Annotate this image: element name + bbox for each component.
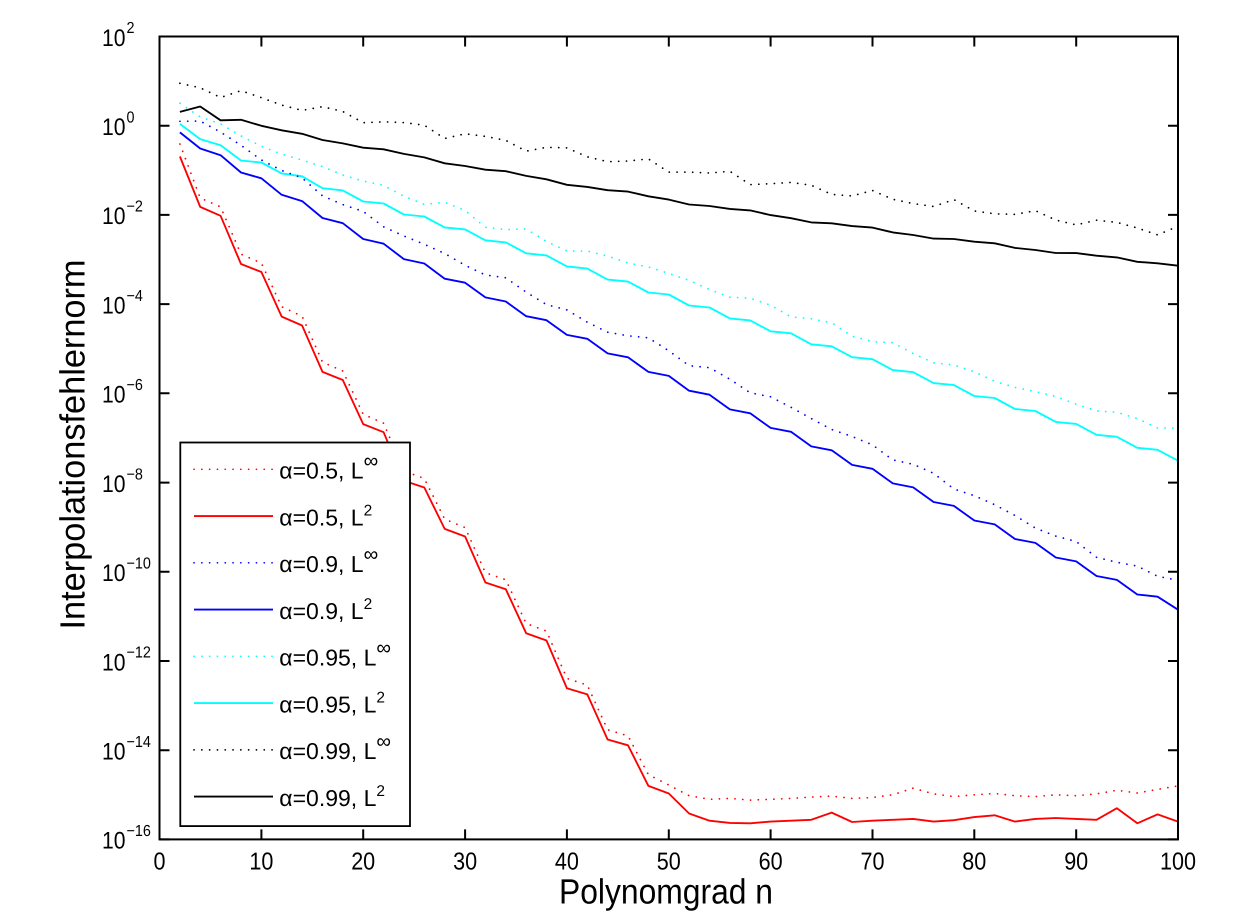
svg-text:Interpolationsfehlernorm: Interpolationsfehlernorm	[54, 260, 93, 630]
svg-text:α=0.5, L2: α=0.5, L2	[279, 502, 372, 530]
svg-text:α=0.99, L2: α=0.99, L2	[279, 783, 385, 811]
svg-text:10: 10	[249, 849, 273, 876]
svg-text:20: 20	[351, 849, 375, 876]
svg-text:−4: −4	[127, 288, 143, 305]
svg-text:−10: −10	[127, 556, 151, 573]
svg-text:100: 100	[1160, 849, 1196, 876]
svg-text:50: 50	[657, 849, 681, 876]
svg-text:2: 2	[127, 20, 135, 37]
svg-text:−16: −16	[127, 823, 151, 840]
svg-text:α=0.9, L2: α=0.9, L2	[279, 596, 372, 624]
svg-text:60: 60	[759, 849, 783, 876]
svg-text:−2: −2	[127, 199, 143, 216]
svg-text:10: 10	[102, 649, 126, 676]
svg-text:10: 10	[102, 560, 126, 587]
svg-text:10: 10	[102, 382, 126, 409]
svg-text:10: 10	[102, 25, 126, 52]
svg-text:0: 0	[154, 849, 166, 876]
svg-text:0: 0	[127, 109, 135, 126]
svg-text:−12: −12	[127, 645, 151, 662]
svg-text:10: 10	[102, 828, 126, 855]
svg-text:−6: −6	[127, 377, 143, 394]
svg-text:70: 70	[861, 849, 885, 876]
svg-text:80: 80	[962, 849, 986, 876]
svg-text:10: 10	[102, 471, 126, 498]
svg-text:−14: −14	[127, 734, 151, 751]
svg-text:10: 10	[102, 739, 126, 766]
svg-text:10: 10	[102, 114, 126, 141]
svg-text:Polynomgrad n: Polynomgrad n	[559, 873, 773, 912]
svg-text:90: 90	[1064, 849, 1088, 876]
svg-text:10: 10	[102, 203, 126, 230]
svg-text:α=0.95, L2: α=0.95, L2	[279, 689, 385, 717]
svg-text:10: 10	[102, 292, 126, 319]
svg-text:40: 40	[555, 849, 579, 876]
svg-text:−8: −8	[127, 466, 143, 483]
svg-text:30: 30	[453, 849, 477, 876]
